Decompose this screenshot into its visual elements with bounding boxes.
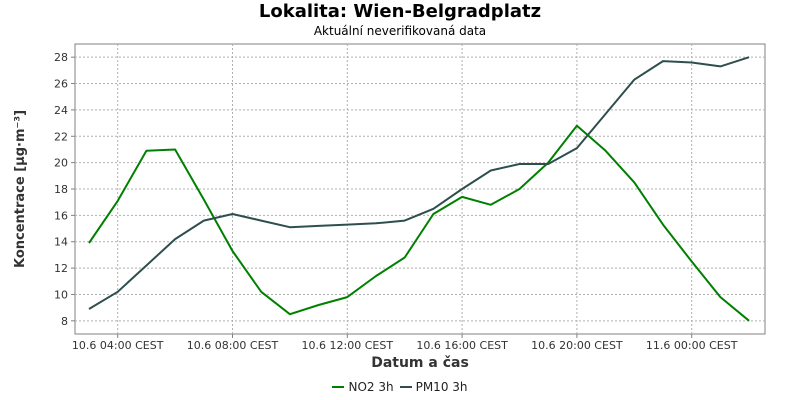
x-tick-label: 11.6 00:00 CEST: [646, 339, 738, 352]
axes: 8 10 12 14 16 18 20 22 24 26 28 10.6 04:00 CEST 10.6…: [54, 51, 738, 352]
y-tick-label: 16: [54, 209, 68, 222]
y-tick-label: 12: [54, 262, 68, 275]
x-tick-label: 10.6 16:00 CEST: [416, 339, 508, 352]
y-tick-label: 22: [54, 130, 68, 143]
legend-item-pm10: PM10 3h: [399, 380, 468, 394]
series-line-no2-3h: [88, 124, 750, 322]
x-tick-label: 10.6 20:00 CEST: [531, 339, 623, 352]
y-tick-label: 10: [54, 288, 68, 301]
chart-title: Lokalita: Wien-Belgradplatz: [258, 1, 542, 22]
y-tick-label: 18: [54, 183, 68, 196]
y-tick-label: 8: [61, 315, 68, 328]
y-tick-label: 24: [54, 104, 68, 117]
y-tick-label: 28: [54, 51, 68, 64]
y-axis-label: Koncentrace [µg·m⁻³]: [13, 110, 28, 268]
grid: [75, 44, 765, 334]
legend-swatch-no2: [332, 386, 345, 388]
legend-swatch-pm10: [399, 386, 412, 388]
x-tick-label: 10.6 12:00 CEST: [302, 339, 394, 352]
y-tick-label: 20: [54, 157, 68, 170]
legend-label-pm10: PM10 3h: [415, 380, 468, 394]
x-tick-label: 10.6 08:00 CEST: [187, 339, 279, 352]
x-axis-label: Datum a čas: [371, 355, 469, 371]
chart-subtitle: Aktuální neverifikovaná data: [313, 24, 487, 38]
x-tick-label: 10.6 04:00 CEST: [72, 339, 164, 352]
y-tick-label: 14: [54, 236, 68, 249]
legend-item-no2: NO2 3h: [332, 380, 394, 394]
legend-label-no2: NO2 3h: [348, 380, 394, 394]
y-tick-label: 26: [54, 78, 68, 91]
legend: NO2 3h PM10 3h: [0, 380, 800, 394]
series-lines: [88, 56, 750, 322]
series-line-pm10-3h: [88, 56, 750, 310]
